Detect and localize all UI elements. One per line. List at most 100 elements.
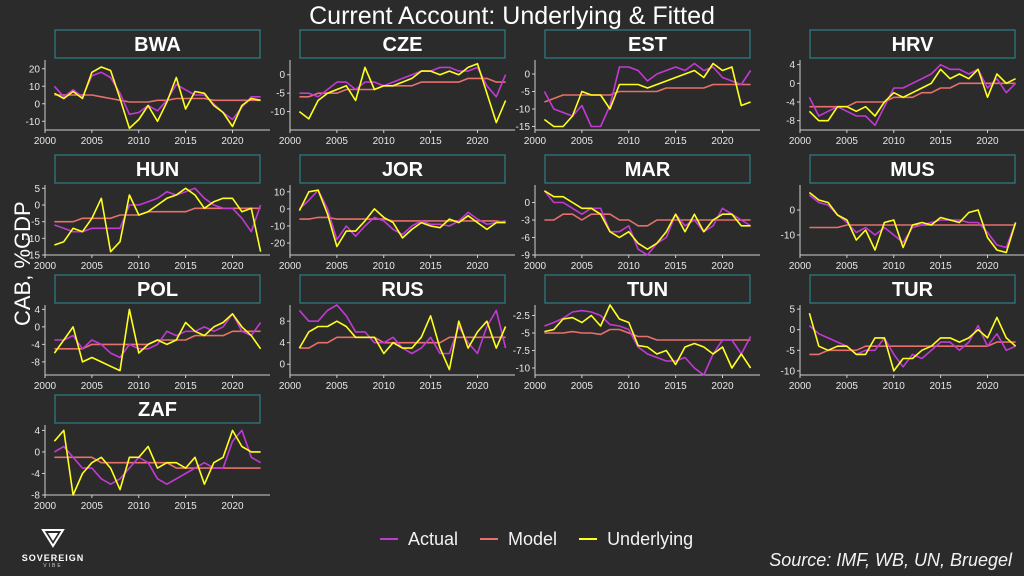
series-actual-jor xyxy=(298,189,506,241)
series-model-jor xyxy=(299,216,506,224)
series-underlying-jor xyxy=(298,189,506,248)
x-tick-label: 2010 xyxy=(618,136,641,147)
panel-title-mar: MAR xyxy=(625,159,671,181)
y-tick-label: 0 xyxy=(34,322,40,333)
source-note: Source: IMF, WB, UN, Bruegel xyxy=(769,550,1012,570)
panel-mar: MAR -9 -6 -3 0 2000 2005 2010 2015 2020 xyxy=(521,154,760,272)
legend-swatch-actual xyxy=(380,538,398,540)
legend-item-underlying: Underlying xyxy=(579,529,693,550)
y-tick-label: -10 xyxy=(516,364,531,375)
x-tick-label: 2015 xyxy=(420,381,443,392)
x-tick-label: 2005 xyxy=(836,261,859,272)
x-tick-label: 2010 xyxy=(373,261,396,272)
x-tick-label: 2020 xyxy=(466,261,489,272)
strip-cze xyxy=(299,29,506,59)
strip-jor xyxy=(299,154,506,184)
logo-subtext: VIBE xyxy=(43,563,63,569)
y-tick-label: 8 xyxy=(279,317,285,328)
y-tick-label: -5 xyxy=(521,329,530,340)
logo-text: SOVEREIGN xyxy=(21,553,85,563)
y-tick-label: 5 xyxy=(34,184,40,195)
x-tick-label: 2000 xyxy=(524,261,547,272)
x-tick-label: 2000 xyxy=(789,261,812,272)
y-tick-label: -8 xyxy=(786,116,795,127)
y-tick-label: 0 xyxy=(34,99,40,110)
x-tick-label: 2005 xyxy=(81,136,104,147)
y-tick-label: -10 xyxy=(271,107,286,118)
y-tick-label: -15 xyxy=(26,251,41,262)
legend: Actual Model Underlying xyxy=(380,527,715,551)
panel-tun: TUN -10 -7.5 -5 -2.5 2000 2005 2010 2015 2020 xyxy=(513,274,760,392)
y-tick-label: 10 xyxy=(29,82,41,93)
y-tick-label: -8 xyxy=(31,491,40,502)
x-tick-label: 2010 xyxy=(618,381,641,392)
panel-est: EST -15 -10 -5 0 2000 2005 2010 2015 2020 xyxy=(516,29,760,147)
y-tick-label: 0 xyxy=(279,204,285,215)
series-underlying-hun xyxy=(54,187,262,253)
strip-hrv xyxy=(809,29,1016,59)
y-tick-label: -15 xyxy=(516,122,531,133)
panel-mus: MUS -10 0 2000 2005 2010 2015 2020 xyxy=(781,154,1024,272)
strip-zaf xyxy=(54,394,261,424)
x-tick-label: 2005 xyxy=(326,261,349,272)
panel-tur: TUR -10 -5 0 5 2000 2005 2010 2015 2020 xyxy=(781,274,1024,392)
y-tick-label: -4 xyxy=(31,340,40,351)
panel-hun: HUN -15 -10 -5 0 5 2000 2005 2010 2015 2020 xyxy=(26,154,270,272)
series-underlying-rus xyxy=(298,314,507,371)
x-tick-label: 2000 xyxy=(279,261,302,272)
y-tick-label: 4 xyxy=(34,305,40,316)
y-tick-label: -5 xyxy=(521,87,530,98)
panel-title-rus: RUS xyxy=(381,279,423,301)
y-tick-label: 4 xyxy=(34,426,40,437)
x-tick-label: 2005 xyxy=(81,501,104,512)
x-tick-label: 2000 xyxy=(34,381,57,392)
y-tick-label: -8 xyxy=(31,357,40,368)
y-tick-label: -6 xyxy=(521,233,530,244)
series-underlying-est xyxy=(543,62,751,128)
strip-tur xyxy=(809,274,1016,304)
x-tick-label: 2020 xyxy=(711,381,734,392)
x-tick-label: 2010 xyxy=(883,136,906,147)
series-model-zaf xyxy=(54,456,261,469)
logo-icon xyxy=(41,529,65,548)
y-tick-label: 0 xyxy=(789,79,795,90)
x-tick-label: 2015 xyxy=(420,136,443,147)
y-tick-label: 0 xyxy=(279,70,285,81)
y-tick-label: 5 xyxy=(789,305,795,316)
x-tick-label: 2020 xyxy=(221,261,244,272)
y-tick-label: -5 xyxy=(31,217,40,228)
strip-hun xyxy=(54,154,261,184)
x-tick-label: 2020 xyxy=(466,136,489,147)
x-tick-label: 2010 xyxy=(373,136,396,147)
panel-pol: POL -8 -4 0 4 2000 2005 2010 2015 2020 xyxy=(31,274,270,392)
series-underlying-zaf xyxy=(53,429,261,496)
x-tick-label: 2000 xyxy=(279,136,302,147)
panel-title-est: EST xyxy=(628,34,667,56)
x-tick-label: 2010 xyxy=(128,136,151,147)
panel-title-bwa: BWA xyxy=(134,34,181,56)
x-tick-label: 2015 xyxy=(175,501,198,512)
series-underlying-mar xyxy=(543,190,751,250)
panel-title-tun: TUN xyxy=(627,279,668,301)
panel-bwa: BWA -10 0 10 20 2000 2005 2010 2015 2020 xyxy=(26,29,270,147)
series-actual-pol xyxy=(54,312,262,359)
y-tick-label: -7.5 xyxy=(513,346,531,357)
y-tick-label: -10 xyxy=(516,105,531,116)
series-model-cze xyxy=(299,77,506,98)
y-tick-label: 10 xyxy=(274,187,286,198)
x-tick-label: 2000 xyxy=(524,136,547,147)
strip-pol xyxy=(54,274,261,304)
series-model-tun xyxy=(544,328,751,341)
x-tick-label: 2020 xyxy=(221,381,244,392)
y-tick-label: 0 xyxy=(524,198,530,209)
x-tick-label: 2015 xyxy=(665,381,688,392)
x-tick-label: 2010 xyxy=(618,261,641,272)
panel-cze: CZE -10 -5 0 2000 2005 2010 2015 2020 xyxy=(271,29,515,147)
series-model-bwa xyxy=(54,94,261,103)
strip-rus xyxy=(299,274,506,304)
y-tick-label: -10 xyxy=(26,117,41,128)
x-tick-label: 2020 xyxy=(976,261,999,272)
x-tick-label: 2010 xyxy=(883,261,906,272)
x-tick-label: 2020 xyxy=(221,136,244,147)
chart-title: Current Account: Underlying & Fitted xyxy=(309,2,715,30)
